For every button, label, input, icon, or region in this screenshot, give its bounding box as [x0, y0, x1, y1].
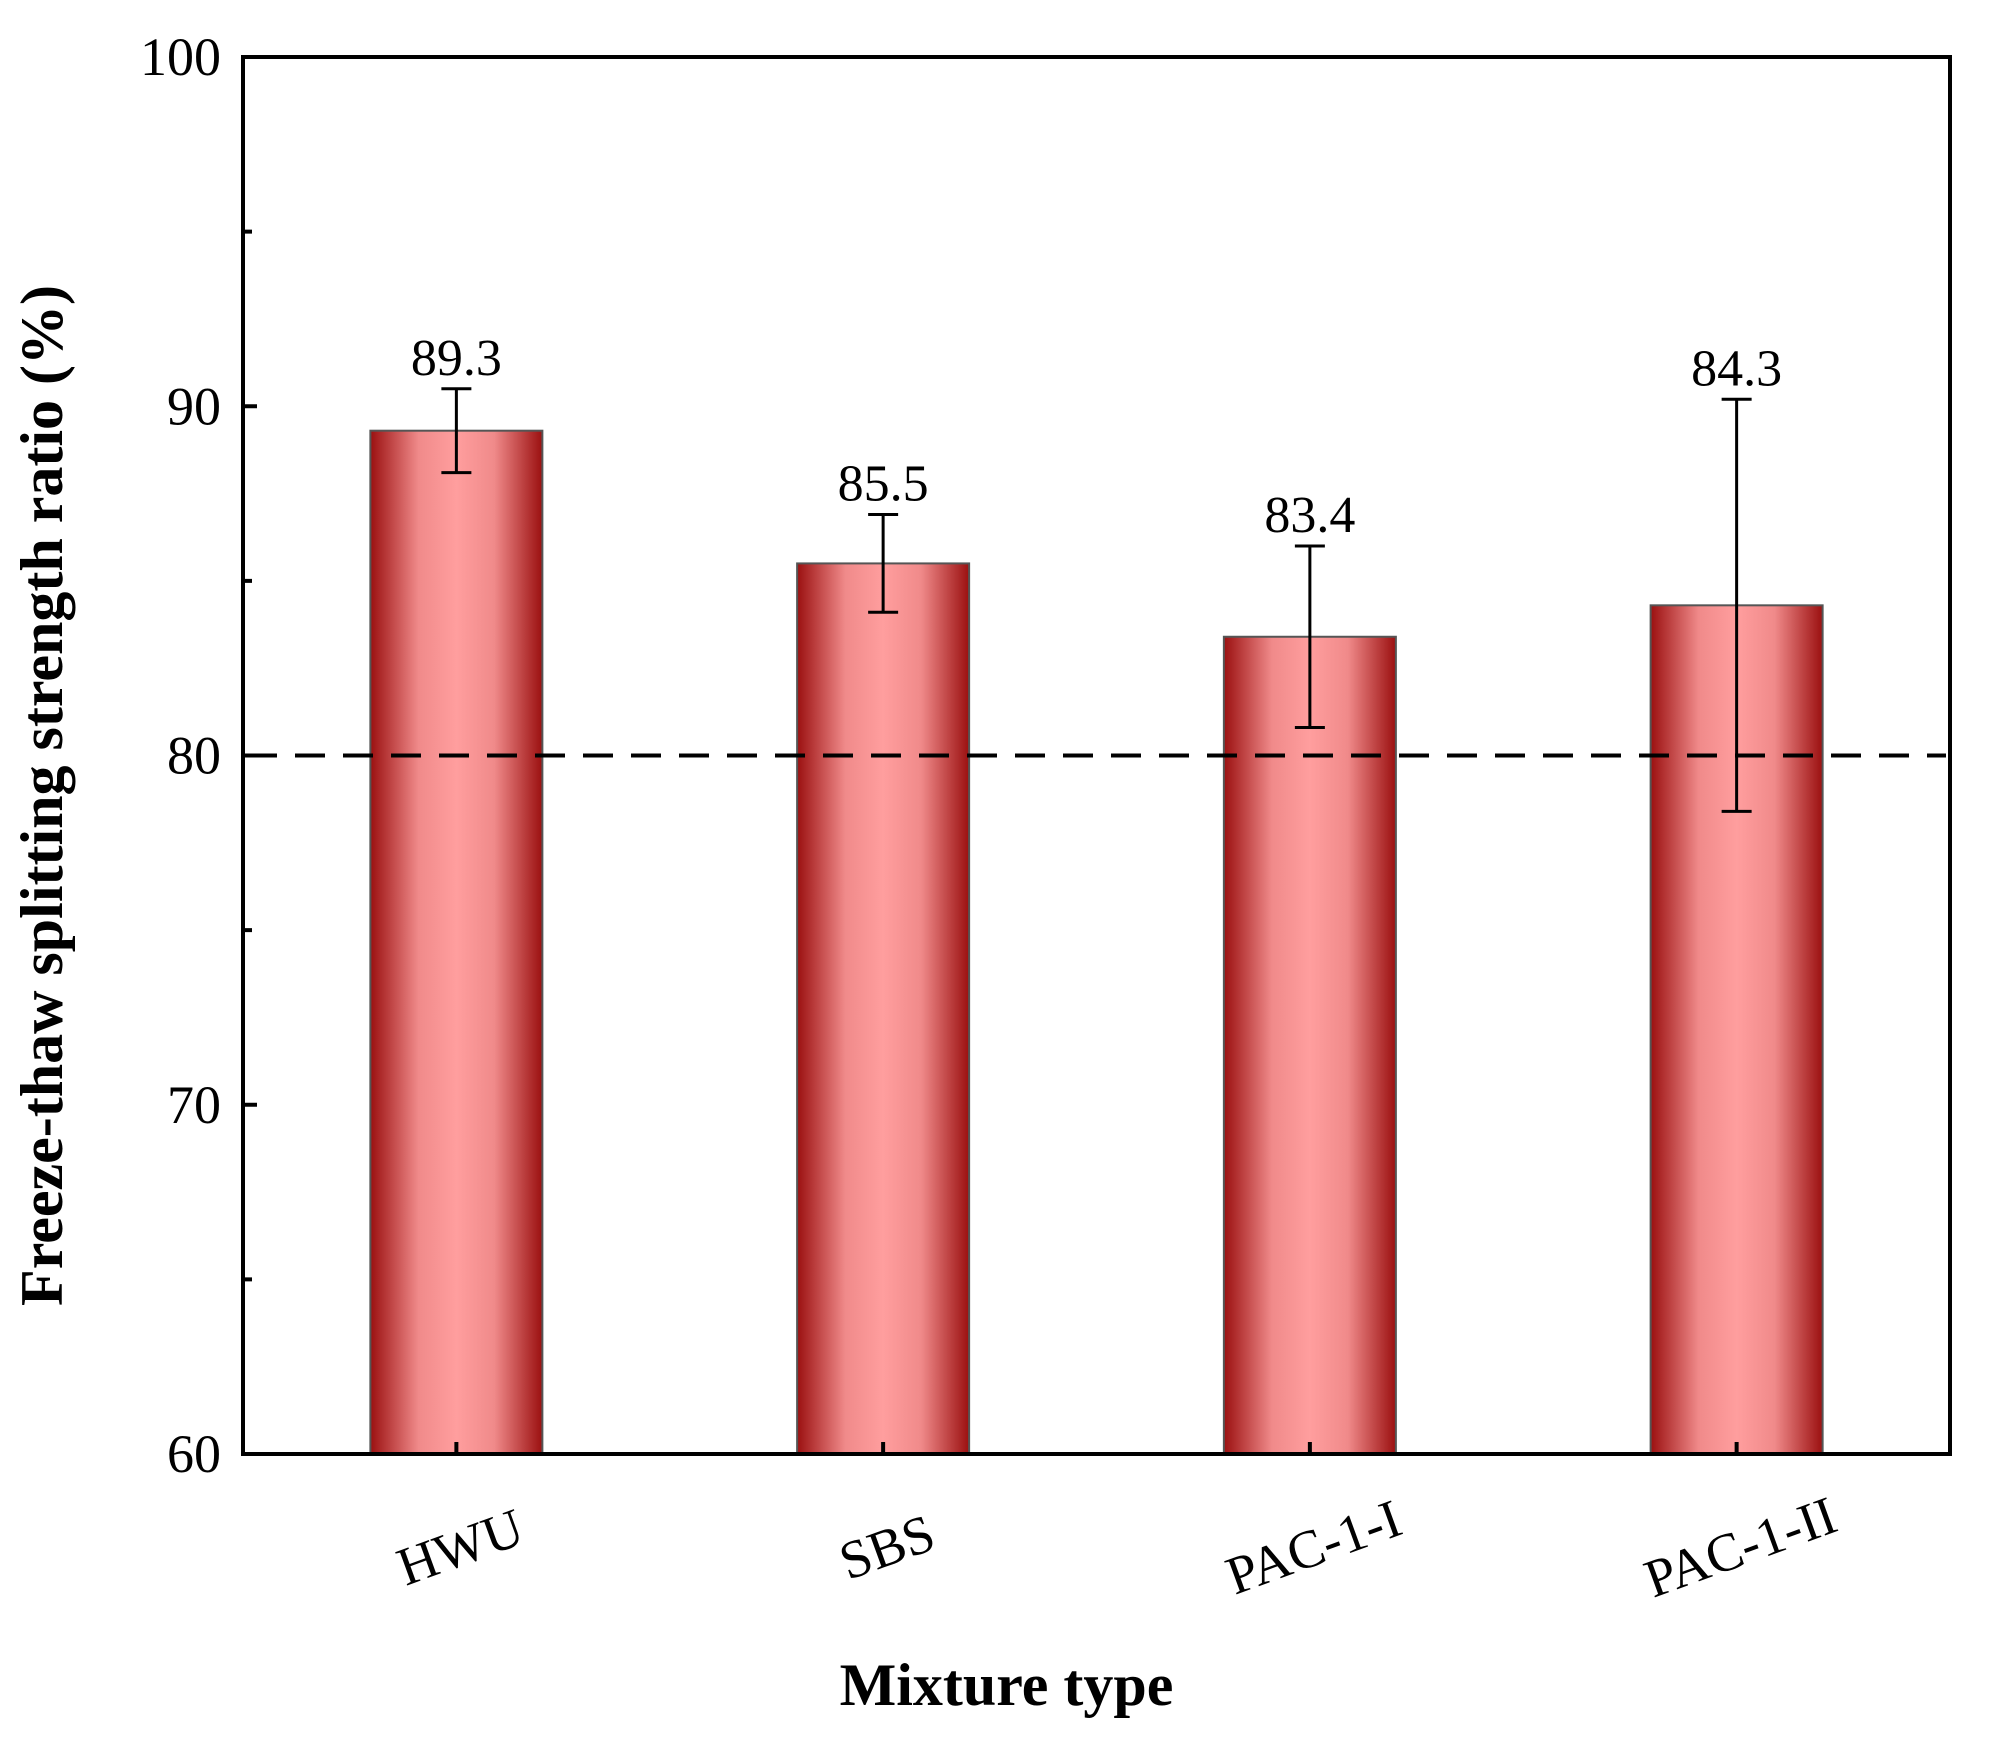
y-tick-label: 70 — [167, 1075, 221, 1135]
x-tick-label-hwu: HWU — [389, 1497, 531, 1597]
error-bar-sbs — [868, 513, 899, 614]
y-tick-label: 90 — [167, 376, 221, 436]
data-label: 84.3 — [1691, 340, 1782, 397]
y-tick-label: 100 — [140, 27, 221, 87]
data-label: 85.5 — [838, 456, 929, 513]
x-tick-label-sbs: SBS — [832, 1502, 943, 1591]
bar-pac-1-i — [1222, 635, 1397, 1455]
error-bar-pac-1-ii — [1721, 397, 1752, 813]
y-axis-title: Freeze-thaw splitting strength ratio (%) — [9, 285, 75, 1306]
error-bar-pac-1-i — [1294, 544, 1325, 730]
data-label: 89.3 — [411, 330, 502, 387]
x-tick-label-pac-1-ii: PAC-1-II — [1637, 1485, 1845, 1609]
data-label: 83.4 — [1264, 487, 1355, 544]
x-tick-label-pac-1-i: PAC-1-I — [1218, 1488, 1409, 1606]
x-axis-title: Mixture type — [840, 1652, 1174, 1718]
y-tick-label: 80 — [167, 726, 221, 786]
y-tick-label: 60 — [167, 1424, 221, 1484]
bar-hwu — [369, 429, 544, 1455]
error-bar-hwu — [441, 387, 472, 475]
bar-sbs — [796, 562, 971, 1455]
